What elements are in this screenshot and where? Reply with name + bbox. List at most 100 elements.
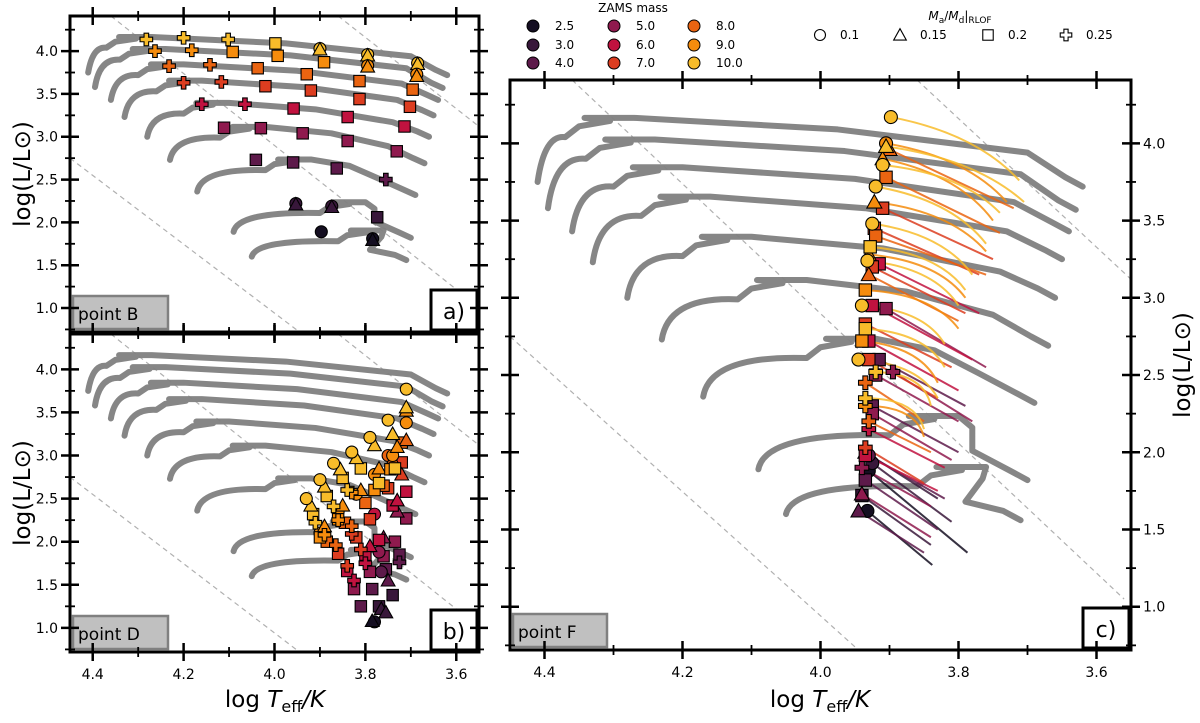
legend-ratio-entry: 0.15 [892, 27, 947, 42]
marker-circle [345, 445, 359, 459]
evolution-track-2.5 [248, 227, 410, 264]
marker-triangle [389, 492, 406, 507]
binary-evolution-line [875, 235, 987, 276]
plot-area [70, 334, 479, 652]
marker-triangle [398, 431, 415, 447]
title-slash: / [944, 9, 949, 23]
marker-square [363, 513, 377, 526]
marker-plus [194, 97, 209, 112]
y-tick-label: 3.5 [36, 405, 58, 421]
marker-circle [399, 416, 413, 430]
x-label-prefix: log [770, 687, 812, 713]
binary-evolution-line [871, 266, 966, 315]
marker-plus [857, 440, 873, 456]
marker-plus [317, 527, 332, 542]
point-label-box [71, 614, 170, 651]
legend-mass-entry: 2.5 [526, 19, 574, 33]
iso-radius-line [337, 334, 479, 446]
panel-tag: c) [1096, 618, 1117, 643]
marker-square [269, 37, 282, 50]
evolution-track-9 [544, 136, 1079, 213]
marker-square [400, 512, 413, 525]
marker-triangle [408, 67, 425, 83]
binary-evolution-line [885, 176, 1001, 234]
marker-square [296, 127, 309, 140]
title-m1: M [928, 9, 939, 23]
y-tick-label: 1.0 [1143, 600, 1165, 616]
evolution-track-5 [166, 442, 428, 486]
iso-radius-line [70, 157, 300, 332]
legend-mass-swatch [687, 38, 701, 52]
marker-triangle [288, 196, 304, 211]
binary-evolution-line [890, 116, 1020, 182]
marker-plus [347, 573, 361, 588]
evolution-track-3 [230, 199, 414, 241]
point-label-text: point D [78, 625, 140, 645]
legend-ratio-title: Ma/Md|RLOF [928, 9, 991, 26]
marker-plus [214, 75, 229, 89]
y-tick-label: 4.0 [1143, 136, 1165, 152]
marker-plus [344, 519, 359, 534]
legend-ratio-entry: 0.25 [1059, 28, 1113, 42]
evolution-track-7 [121, 396, 437, 439]
y-tick-label: 1.5 [1143, 523, 1165, 539]
marker-circle [883, 110, 898, 125]
marker-square [372, 533, 386, 547]
marker-square [286, 156, 300, 169]
marker-square [354, 462, 368, 475]
legend-mass-title: ZAMS mass [598, 1, 668, 15]
iso-radius-line [70, 476, 300, 652]
marker-plus [854, 460, 870, 476]
marker-square [370, 210, 384, 224]
marker-square [217, 121, 231, 135]
title-sub1: a [939, 16, 945, 26]
binary-evolution-line [882, 163, 1001, 214]
marker-plus [331, 513, 345, 527]
point-label-box [511, 612, 609, 649]
marker-square [317, 55, 331, 69]
marker-square [398, 120, 411, 133]
marker-plus [340, 483, 355, 497]
marker-plus [184, 43, 199, 58]
marker-plus [358, 556, 373, 571]
evolution-track-9 [91, 364, 446, 410]
y-tick-label: 2.0 [36, 535, 58, 551]
legend-mass-swatch [607, 19, 621, 33]
title-sub2: d [959, 16, 965, 26]
x-axis-label-c: log Teff/K [770, 687, 872, 716]
marker-circle [399, 382, 413, 396]
y-tick-label: 4.0 [36, 362, 58, 378]
marker-square [879, 301, 893, 316]
iso-radius-line [110, 334, 475, 625]
y-tick-label: 1.5 [36, 578, 58, 594]
legend-ratio-label: 0.2 [1008, 28, 1027, 42]
legend-marker-plus [1059, 28, 1073, 42]
marker-square [226, 45, 239, 59]
marker-square [388, 535, 402, 548]
binary-evolution-line [870, 245, 967, 291]
y-tick-label: 3.0 [36, 449, 58, 465]
marker-square [403, 100, 417, 114]
legend-mass-ratio: Ma/Md|RLOF 0.1 0.15 0.2 0.25 [813, 9, 1113, 42]
binary-evolution-line [868, 428, 946, 469]
legend-mass-entry: 8.0 [687, 19, 735, 33]
x-label-suffix: /K [300, 687, 327, 713]
marker-circle [875, 157, 890, 173]
binary-evolution-line [885, 145, 1025, 203]
marker-plus [221, 32, 235, 47]
y-tick-label: 3.0 [36, 130, 58, 146]
marker-plus [328, 538, 343, 552]
marker-triangle [312, 41, 328, 56]
point-label-text: point B [78, 305, 138, 325]
marker-plus [162, 59, 176, 73]
marker-plus [857, 375, 873, 391]
point-label-box [71, 294, 170, 331]
marker-square [388, 462, 402, 475]
marker-plus [340, 558, 355, 573]
marker-triangle [865, 193, 883, 209]
x-label-sub: eff [826, 697, 848, 716]
marker-triangle [380, 572, 396, 587]
point-label: point F [511, 612, 609, 649]
marker-square [400, 485, 413, 498]
y-tick-label: 3.0 [1143, 291, 1165, 307]
